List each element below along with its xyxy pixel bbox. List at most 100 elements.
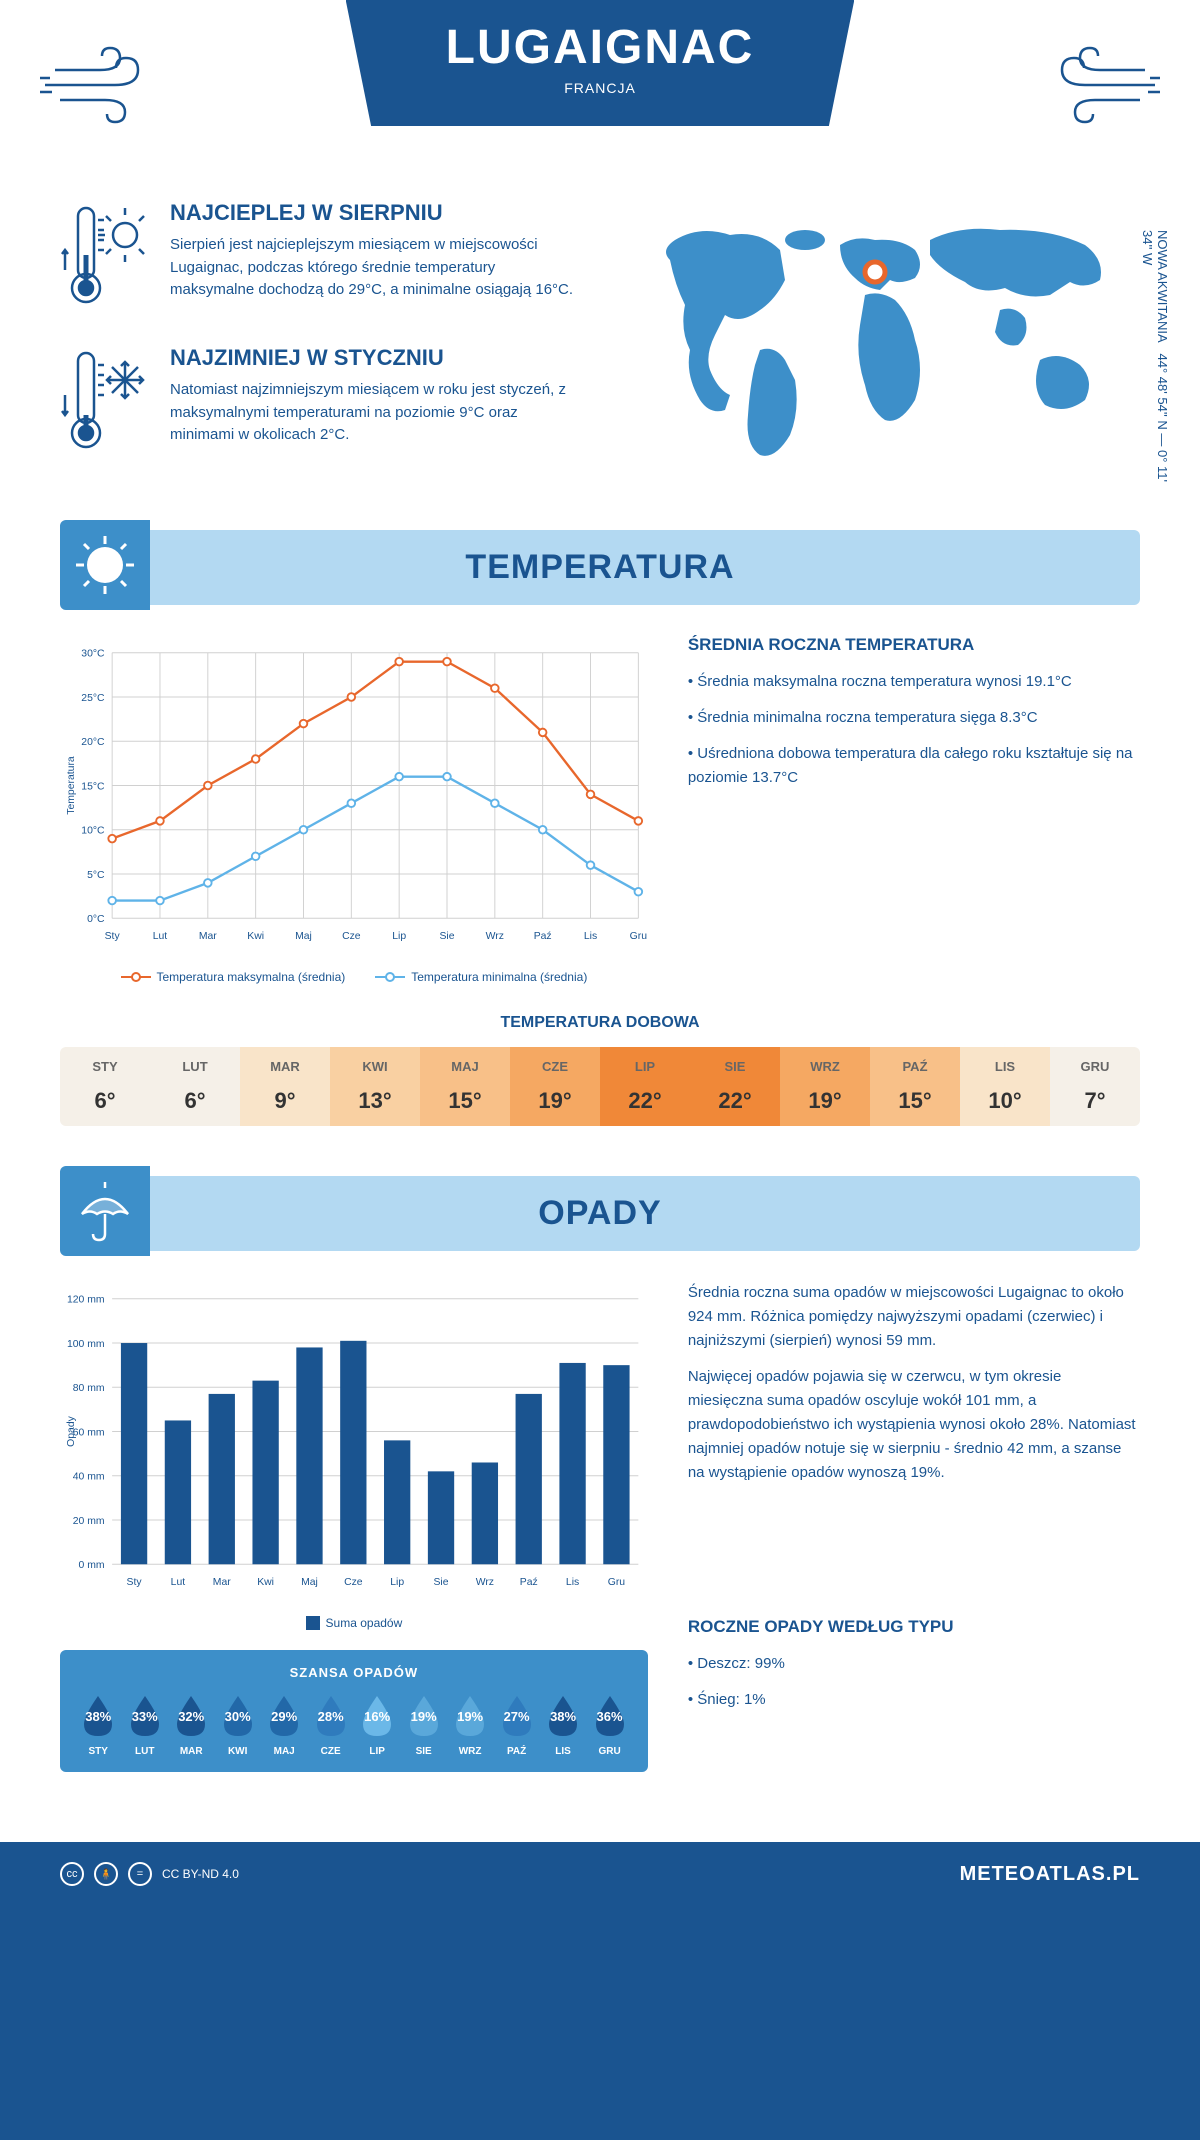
svg-text:Opady: Opady bbox=[66, 1415, 77, 1446]
svg-text:Paź: Paź bbox=[520, 1577, 538, 1588]
svg-text:Paź: Paź bbox=[534, 931, 552, 942]
rain-chance-panel: SZANSA OPADÓW 38%STY33%LUT32%MAR30%KWI29… bbox=[60, 1650, 648, 1772]
svg-text:15°C: 15°C bbox=[81, 781, 105, 792]
umbrella-icon bbox=[60, 1166, 150, 1256]
svg-text:Gru: Gru bbox=[630, 931, 648, 942]
svg-text:25°C: 25°C bbox=[81, 693, 105, 704]
coldest-block: NAJZIMNIEJ W STYCZNIU Natomiast najzimni… bbox=[60, 345, 580, 460]
svg-text:30°C: 30°C bbox=[81, 649, 105, 660]
svg-text:Mar: Mar bbox=[213, 1577, 231, 1588]
location-country: FRANCJA bbox=[446, 80, 755, 96]
svg-text:0°C: 0°C bbox=[87, 914, 105, 925]
by-icon: 🧍 bbox=[94, 1862, 118, 1886]
thermometer-hot-icon bbox=[60, 200, 150, 315]
annual-temp-item: • Średnia minimalna roczna temperatura s… bbox=[688, 706, 1140, 730]
svg-text:Lip: Lip bbox=[392, 931, 406, 942]
nd-icon: = bbox=[128, 1862, 152, 1886]
svg-text:Cze: Cze bbox=[342, 931, 361, 942]
temp-cell: LUT6° bbox=[150, 1047, 240, 1126]
thermometer-cold-icon bbox=[60, 345, 150, 460]
annual-temp-item: • Uśredniona dobowa temperatura dla całe… bbox=[688, 742, 1140, 790]
license-text: CC BY-ND 4.0 bbox=[162, 1867, 239, 1881]
svg-text:0 mm: 0 mm bbox=[79, 1560, 105, 1571]
temp-cell: GRU7° bbox=[1050, 1047, 1140, 1126]
rain-drop: 19%SIE bbox=[404, 1692, 444, 1757]
rain-drop: 36%GRU bbox=[590, 1692, 630, 1757]
temperature-line-chart: 0°C5°C10°C15°C20°C25°C30°CStyLutMarKwiMa… bbox=[60, 635, 648, 955]
rain-drop: 19%WRZ bbox=[450, 1692, 490, 1757]
world-map bbox=[620, 200, 1140, 480]
precip-type-item: • Śnieg: 1% bbox=[688, 1688, 1140, 1712]
precip-text-1: Średnia roczna suma opadów w miejscowośc… bbox=[688, 1281, 1140, 1353]
warmest-block: NAJCIEPLEJ W SIERPNIU Sierpień jest najc… bbox=[60, 200, 580, 315]
svg-text:Lut: Lut bbox=[171, 1577, 186, 1588]
svg-text:20°C: 20°C bbox=[81, 737, 105, 748]
precipitation-title: OPADY bbox=[90, 1194, 1110, 1233]
precipitation-section-header: OPADY bbox=[60, 1176, 1140, 1251]
temp-cell: MAR9° bbox=[240, 1047, 330, 1126]
svg-text:Wrz: Wrz bbox=[486, 931, 504, 942]
rain-drop: 32%MAR bbox=[171, 1692, 211, 1757]
svg-text:Maj: Maj bbox=[295, 931, 312, 942]
temp-cell: KWI13° bbox=[330, 1047, 420, 1126]
svg-text:Sty: Sty bbox=[127, 1577, 143, 1588]
temp-cell: SIE22° bbox=[690, 1047, 780, 1126]
svg-text:80 mm: 80 mm bbox=[73, 1383, 105, 1394]
svg-text:Temperatura: Temperatura bbox=[66, 756, 77, 815]
coldest-text: Natomiast najzimniejszym miesiącem w rok… bbox=[170, 379, 580, 447]
temp-cell: WRZ19° bbox=[780, 1047, 870, 1126]
svg-text:Wrz: Wrz bbox=[476, 1577, 494, 1588]
rain-drop: 29%MAJ bbox=[264, 1692, 304, 1757]
precip-chart-legend: Suma opadów bbox=[60, 1616, 648, 1630]
svg-text:Gru: Gru bbox=[608, 1577, 626, 1588]
svg-text:60 mm: 60 mm bbox=[73, 1427, 105, 1438]
svg-text:Cze: Cze bbox=[344, 1577, 363, 1588]
rain-drop: 28%CZE bbox=[311, 1692, 351, 1757]
svg-text:5°C: 5°C bbox=[87, 870, 105, 881]
sun-icon bbox=[60, 520, 150, 610]
svg-text:Kwi: Kwi bbox=[257, 1577, 274, 1588]
warmest-title: NAJCIEPLEJ W SIERPNIU bbox=[170, 200, 580, 226]
temp-chart-legend: Temperatura maksymalna (średnia) Tempera… bbox=[60, 970, 648, 984]
coldest-title: NAJZIMNIEJ W STYCZNIU bbox=[170, 345, 580, 371]
coordinates: NOWA AKWITANIA 44° 48' 54'' N — 0° 11' 3… bbox=[1140, 230, 1170, 490]
temp-cell: LIS10° bbox=[960, 1047, 1050, 1126]
precipitation-bar-chart: 0 mm20 mm40 mm60 mm80 mm100 mm120 mmStyL… bbox=[60, 1281, 648, 1601]
precip-text-2: Najwięcej opadów pojawia się w czerwcu, … bbox=[688, 1365, 1140, 1485]
rain-chance-title: SZANSA OPADÓW bbox=[75, 1665, 633, 1680]
svg-text:100 mm: 100 mm bbox=[67, 1339, 105, 1350]
daily-temp-title: TEMPERATURA DOBOWA bbox=[60, 1014, 1140, 1032]
wind-icon-left bbox=[40, 40, 160, 130]
daily-temp-table: STY6°LUT6°MAR9°KWI13°MAJ15°CZE19°LIP22°S… bbox=[60, 1047, 1140, 1126]
svg-text:Lis: Lis bbox=[584, 931, 597, 942]
rain-drop: 27%PAŹ bbox=[497, 1692, 537, 1757]
precip-type-item: • Deszcz: 99% bbox=[688, 1652, 1140, 1676]
svg-text:10°C: 10°C bbox=[81, 826, 105, 837]
temp-cell: PAŹ15° bbox=[870, 1047, 960, 1126]
svg-text:20 mm: 20 mm bbox=[73, 1516, 105, 1527]
svg-text:Sie: Sie bbox=[433, 1577, 448, 1588]
svg-text:Sie: Sie bbox=[439, 931, 454, 942]
svg-text:Lis: Lis bbox=[566, 1577, 579, 1588]
temp-cell: MAJ15° bbox=[420, 1047, 510, 1126]
svg-text:Sty: Sty bbox=[105, 931, 121, 942]
svg-text:Maj: Maj bbox=[301, 1577, 318, 1588]
rain-drop: 38%STY bbox=[78, 1692, 118, 1757]
footer: cc 🧍 = CC BY-ND 4.0 METEOATLAS.PL bbox=[0, 1842, 1200, 1906]
annual-temp-item: • Średnia maksymalna roczna temperatura … bbox=[688, 670, 1140, 694]
header: LUGAIGNAC FRANCJA bbox=[0, 0, 1200, 200]
title-banner: LUGAIGNAC FRANCJA bbox=[346, 0, 855, 126]
temp-cell: CZE19° bbox=[510, 1047, 600, 1126]
rain-drop: 30%KWI bbox=[218, 1692, 258, 1757]
annual-temp-title: ŚREDNIA ROCZNA TEMPERATURA bbox=[688, 635, 1140, 655]
temp-cell: LIP22° bbox=[600, 1047, 690, 1126]
wind-icon-right bbox=[1040, 40, 1160, 130]
svg-text:120 mm: 120 mm bbox=[67, 1295, 105, 1306]
svg-text:Lip: Lip bbox=[390, 1577, 404, 1588]
warmest-text: Sierpień jest najcieplejszym miesiącem w… bbox=[170, 234, 580, 302]
rain-drop: 16%LIP bbox=[357, 1692, 397, 1757]
svg-text:Mar: Mar bbox=[199, 931, 217, 942]
location-title: LUGAIGNAC bbox=[446, 20, 755, 75]
temperature-section-header: TEMPERATURA bbox=[60, 530, 1140, 605]
precip-by-type-title: ROCZNE OPADY WEDŁUG TYPU bbox=[688, 1617, 1140, 1637]
